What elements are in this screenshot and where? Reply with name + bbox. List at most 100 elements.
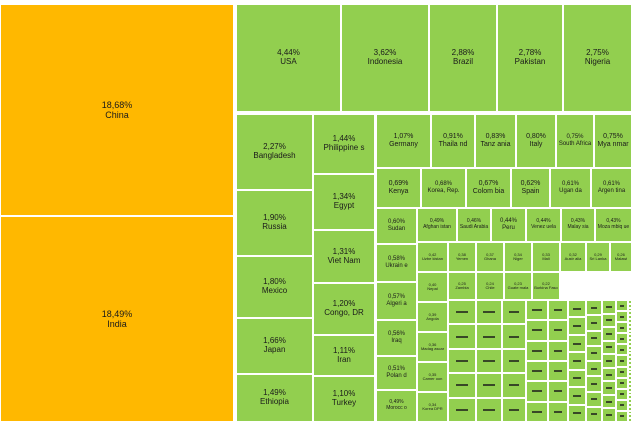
tile-value: 1,07% xyxy=(393,133,414,141)
tile-small-country xyxy=(448,348,476,374)
tile-label-mark xyxy=(456,384,468,387)
tile-small-country xyxy=(628,341,632,346)
tile-label-mark xyxy=(553,349,563,352)
tile-small-country xyxy=(616,377,628,389)
tile-country-name: Uzbe kistan xyxy=(422,256,443,261)
tile-small-country xyxy=(476,324,502,349)
tile-country-name: Venez uela xyxy=(531,224,556,230)
tile-small-country xyxy=(502,348,526,374)
tile-sudan: 0,60% Sudan xyxy=(376,208,417,244)
tile-small-country xyxy=(628,307,632,312)
tile-value: 0,33 xyxy=(542,251,550,257)
tile-small-country xyxy=(502,300,526,325)
tile-value: 0,34 xyxy=(514,251,522,257)
tile-country-name: Angola xyxy=(426,316,439,321)
tile-country-name: Japan xyxy=(263,345,286,354)
tile-label-mark xyxy=(483,359,495,362)
tile-label-mark xyxy=(590,352,598,355)
tile-cameroon: 0,35 Camer oon xyxy=(417,362,448,392)
tile-country-name: Mexico xyxy=(261,286,288,295)
tile-country-name: Kenya xyxy=(388,188,409,195)
tile-small-country xyxy=(628,338,632,342)
tile-russia: 1,90% Russia xyxy=(236,190,313,256)
tile-country-name: Egypt xyxy=(333,201,355,210)
tile-small-country xyxy=(586,315,602,331)
tile-sri-lanka: 0,29 Sri Lanka xyxy=(586,242,610,272)
tile-small-country xyxy=(568,334,586,353)
tile-country-name: Afghan istan xyxy=(423,224,451,230)
tile-afghanistan: 0,49% Afghan istan xyxy=(417,208,457,242)
tile-value: 0,56% xyxy=(387,331,405,338)
tile-value: 0,49% xyxy=(429,218,445,225)
tile-country-name: Brazil xyxy=(452,57,473,66)
tile-india: 18,49% India xyxy=(0,216,234,422)
tile-small-country xyxy=(616,300,628,312)
tile-niger: 0,34 Niger xyxy=(504,242,532,272)
tile-small-country xyxy=(602,408,616,422)
tile-small-country xyxy=(602,327,616,341)
tile-value: 0,43% xyxy=(606,218,621,225)
tile-label-mark xyxy=(573,342,581,345)
tile-value: 1,80% xyxy=(263,277,286,287)
tile-label-mark xyxy=(619,415,625,418)
tile-value: 0,26 xyxy=(617,251,625,257)
tile-small-country xyxy=(548,401,568,422)
tile-label-mark xyxy=(532,349,542,352)
tile-small-country xyxy=(502,397,526,422)
tile-country-name: China xyxy=(105,110,129,120)
tile-yemen: 0,38 Yemen xyxy=(448,242,476,272)
tile-small-country xyxy=(448,397,476,422)
tile-small-country xyxy=(628,300,632,304)
tile-value: 2,27% xyxy=(263,142,286,152)
tile-country-name: Camer oon xyxy=(422,376,443,381)
tile-mexico: 1,80% Mexico xyxy=(236,256,313,318)
tile-guatemala: 0,23 Guate mala xyxy=(504,272,532,300)
tile-label-mark xyxy=(573,412,581,415)
tile-value: 1,66% xyxy=(263,336,286,346)
tile-small-country xyxy=(628,326,632,331)
tile-country-name: Sri Lanka xyxy=(589,256,607,261)
tile-value: 2,75% xyxy=(586,48,609,58)
tile-label-mark xyxy=(573,307,581,310)
tile-label-mark xyxy=(553,370,563,373)
tile-small-country xyxy=(548,320,568,341)
tile-value: 0,58% xyxy=(387,256,405,263)
tile-colombia: 0,67% Colom bia xyxy=(466,168,511,208)
tile-label-mark xyxy=(573,394,581,397)
tile-value: 0,61% xyxy=(561,181,579,188)
tile-value: 0,75% xyxy=(566,134,584,141)
tile-poland: 0,51% Polan d xyxy=(376,356,417,390)
tile-turkey: 1,10% Turkey xyxy=(313,376,375,422)
tile-small-country xyxy=(628,399,632,403)
tile-country-name: Malawi xyxy=(614,256,628,261)
tile-small-country xyxy=(586,376,602,392)
tile-country-name: Turkey xyxy=(331,398,357,407)
tile-germany: 1,07% Germany xyxy=(376,114,431,168)
tile-thailand: 0,91% Thaila nd xyxy=(431,114,475,168)
tile-label-mark xyxy=(619,393,625,396)
tile-small-country xyxy=(628,315,632,320)
tile-value: 1,44% xyxy=(332,134,356,144)
tile-small-country xyxy=(476,300,502,325)
tile-country-name: Morocc o xyxy=(386,405,407,411)
tile-argentina: 0,61% Argen tina xyxy=(591,168,632,208)
tile-label-mark xyxy=(606,400,612,403)
tile-value: 0,67% xyxy=(478,180,499,188)
tile-small-country xyxy=(586,345,602,361)
tile-country-name: Italy xyxy=(529,141,543,148)
tile-small-country xyxy=(548,300,568,321)
tile-country-name: Iran xyxy=(337,354,351,364)
tile-country-name: Nigeria xyxy=(584,57,611,66)
tile-value: 2,78% xyxy=(518,48,542,58)
tile-small-country xyxy=(586,391,602,407)
tile-philippines: 1,44% Philippine s xyxy=(313,114,375,174)
tile-chile: 0,24 Chile xyxy=(476,272,504,300)
tile-small-country xyxy=(526,381,548,402)
tile-small-country xyxy=(628,376,632,381)
tile-uganda: 0,61% Ugan da xyxy=(550,168,591,208)
tile-small-country xyxy=(568,300,586,318)
tile-value: 0,68% xyxy=(434,181,452,188)
tile-label-mark xyxy=(606,359,612,362)
tile-value: 0,57% xyxy=(387,294,405,301)
tile-country-name: Ugan da xyxy=(559,188,582,194)
